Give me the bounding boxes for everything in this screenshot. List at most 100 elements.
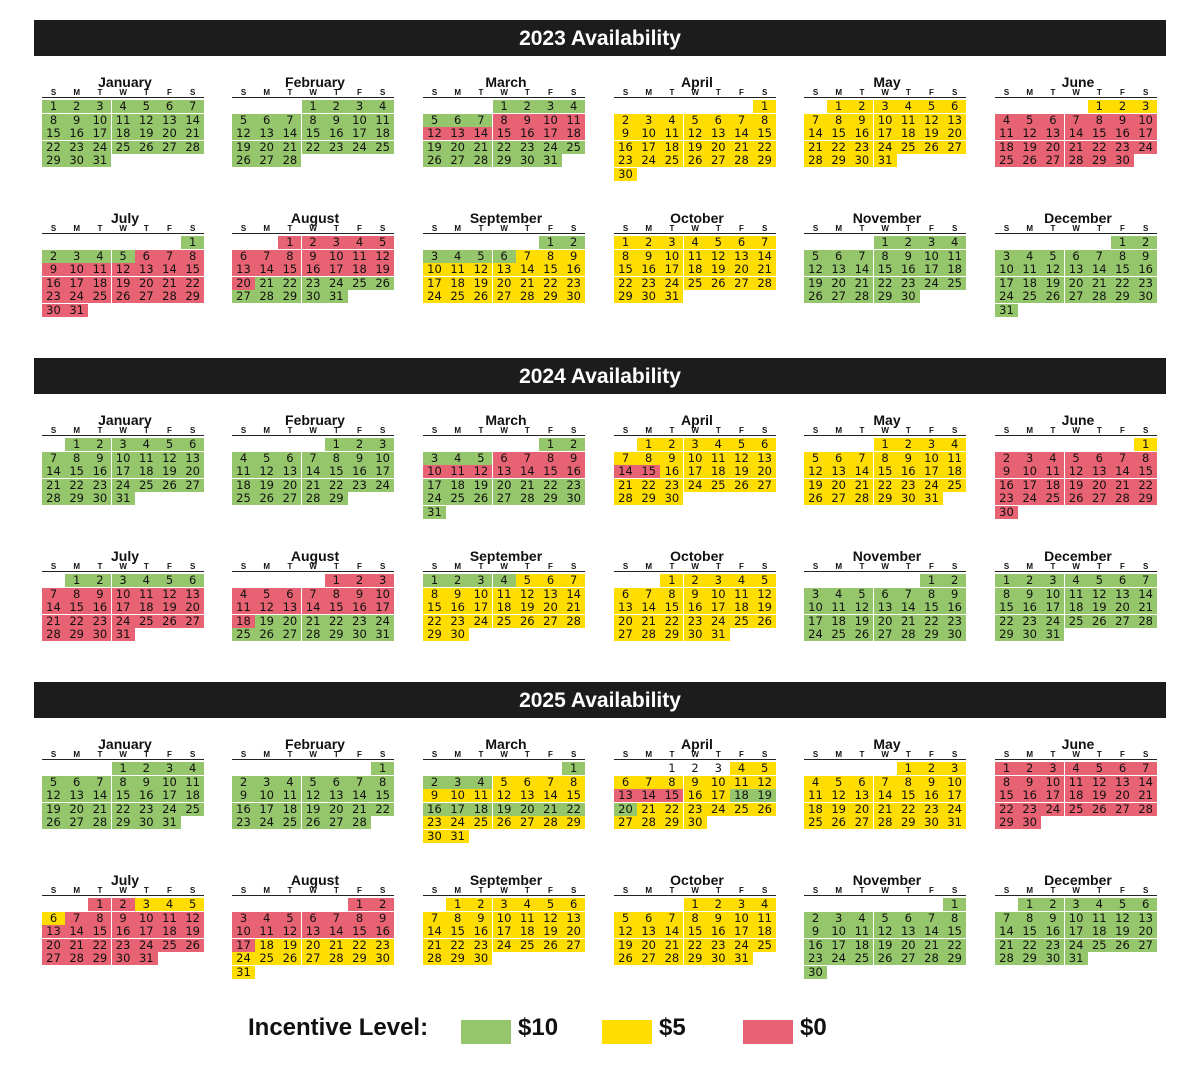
- day-of-week-label: T: [669, 224, 675, 233]
- day-cell: 10: [920, 249, 943, 263]
- day-cell: 13: [753, 451, 777, 465]
- day-cell: 31: [943, 816, 967, 830]
- day-cell: 15: [539, 263, 562, 277]
- day-cell: 12: [614, 925, 637, 939]
- month-calendar: February S M T W T F S 1 2 3 4 5 6 7 8 9 10 11 12 13 14 15 16 17…: [232, 737, 398, 859]
- day-of-week-label: F: [548, 88, 553, 97]
- day-cell: 22: [539, 276, 562, 290]
- day-cell: 31: [920, 492, 943, 506]
- day-cell: 5: [515, 574, 539, 587]
- day-cell: 31: [1064, 952, 1088, 966]
- day-cell: 11: [446, 465, 470, 479]
- day-cell: 12: [515, 587, 539, 601]
- day-cell: 30: [1134, 290, 1158, 304]
- day-cell: 14: [42, 465, 65, 479]
- day-cell: 3: [730, 898, 753, 911]
- day-cell: 4: [1064, 762, 1088, 775]
- day-of-week-label: T: [1050, 886, 1056, 895]
- day-cell: 21: [804, 140, 827, 154]
- day-cell: 14: [753, 249, 777, 263]
- day-cell: 20: [1111, 789, 1134, 803]
- day-cell: 2: [1018, 762, 1042, 775]
- day-of-week-label: T: [524, 750, 530, 759]
- day-cell: 5: [301, 775, 325, 789]
- month-name: May: [873, 412, 901, 428]
- day-cell: 23: [301, 276, 325, 290]
- day-of-week-label: W: [881, 886, 889, 895]
- day-cell: 22: [539, 478, 562, 492]
- day-of-week-label: T: [905, 426, 911, 435]
- day-of-week-label: W: [881, 224, 889, 233]
- day-cell: 15: [1087, 127, 1111, 141]
- day-of-week-label: W: [881, 426, 889, 435]
- day-cell: 28: [920, 952, 943, 966]
- day-of-week-label: S: [952, 88, 958, 97]
- day-cell: 2: [42, 249, 65, 263]
- day-cell: 13: [65, 789, 89, 803]
- day-cell: 16: [42, 276, 65, 290]
- day-cell: 3: [943, 762, 967, 775]
- day-cell: 8: [65, 451, 89, 465]
- day-of-week-label: F: [357, 88, 362, 97]
- day-cell: 23: [1041, 938, 1065, 952]
- day-of-week-label: S: [240, 88, 247, 97]
- day-of-week-label: T: [1096, 426, 1102, 435]
- day-cell: 5: [1087, 574, 1111, 587]
- day-cell: 17: [827, 938, 851, 952]
- header-rule: [614, 97, 777, 98]
- day-cell: 20: [446, 140, 470, 154]
- day-of-week-label: W: [500, 750, 508, 759]
- day-cell: 10: [637, 127, 661, 141]
- day-of-week-label: T: [97, 562, 103, 571]
- day-cell: 1: [943, 898, 967, 911]
- day-cell: 13: [158, 113, 181, 127]
- day-cell: 15: [873, 465, 897, 479]
- day-of-week-label: S: [431, 224, 438, 233]
- day-of-week-label: S: [190, 426, 196, 435]
- day-cell: 8: [683, 911, 707, 925]
- day-cell: 18: [232, 478, 255, 492]
- month-calendar: June S M T W T F S 1 2 3 4 5 6 7 8 9 10 11 12 13 14 15 16 17 18 19…: [995, 413, 1161, 535]
- day-cell: 8: [753, 113, 777, 127]
- day-cell: 4: [134, 438, 158, 451]
- day-of-week-label: M: [73, 886, 81, 895]
- day-cell: 24: [804, 628, 827, 642]
- day-cell: 15: [660, 789, 684, 803]
- day-of-week-label: T: [1096, 562, 1102, 571]
- day-cell: 4: [943, 438, 967, 451]
- day-cell: 27: [706, 154, 730, 168]
- month-calendar: November S M T W T F S 1 2 3 4 5 6 7 8 9 10 11 12 13 14 15 16 17…: [804, 549, 970, 671]
- day-cell: 27: [492, 290, 516, 304]
- day-cell: 17: [1041, 601, 1065, 615]
- day-cell: 9: [88, 587, 112, 601]
- day-cell: 24: [1134, 140, 1158, 154]
- day-of-week-label: S: [1143, 886, 1149, 895]
- day-cell: 8: [181, 249, 205, 263]
- day-cell: 12: [753, 587, 777, 601]
- day-cell: 27: [446, 154, 470, 168]
- day-of-week-label: M: [835, 750, 843, 759]
- day-cell: 25: [562, 140, 586, 154]
- day-cell: 23: [88, 478, 112, 492]
- month-name: April: [681, 736, 713, 752]
- day-cell: 26: [1018, 154, 1042, 168]
- day-cell: 17: [65, 276, 89, 290]
- day-cell: 3: [1064, 898, 1088, 911]
- day-of-week-label: T: [97, 224, 103, 233]
- day-cell: 18: [134, 601, 158, 615]
- day-cell: 4: [683, 236, 707, 249]
- day-cell: 30: [301, 290, 325, 304]
- day-cell: 18: [804, 802, 827, 816]
- day-cell: 7: [896, 587, 920, 601]
- day-cell: 22: [301, 140, 325, 154]
- day-cell: 19: [278, 938, 302, 952]
- day-cell: 23: [371, 938, 395, 952]
- day-cell: 25: [1018, 290, 1042, 304]
- day-of-week-label: T: [1050, 224, 1056, 233]
- day-cell: 4: [804, 775, 827, 789]
- day-cell: 28: [850, 492, 874, 506]
- day-cell: 25: [232, 628, 255, 642]
- day-of-week-label: T: [1096, 88, 1102, 97]
- day-cell: 11: [706, 451, 730, 465]
- day-cell: 16: [301, 263, 325, 277]
